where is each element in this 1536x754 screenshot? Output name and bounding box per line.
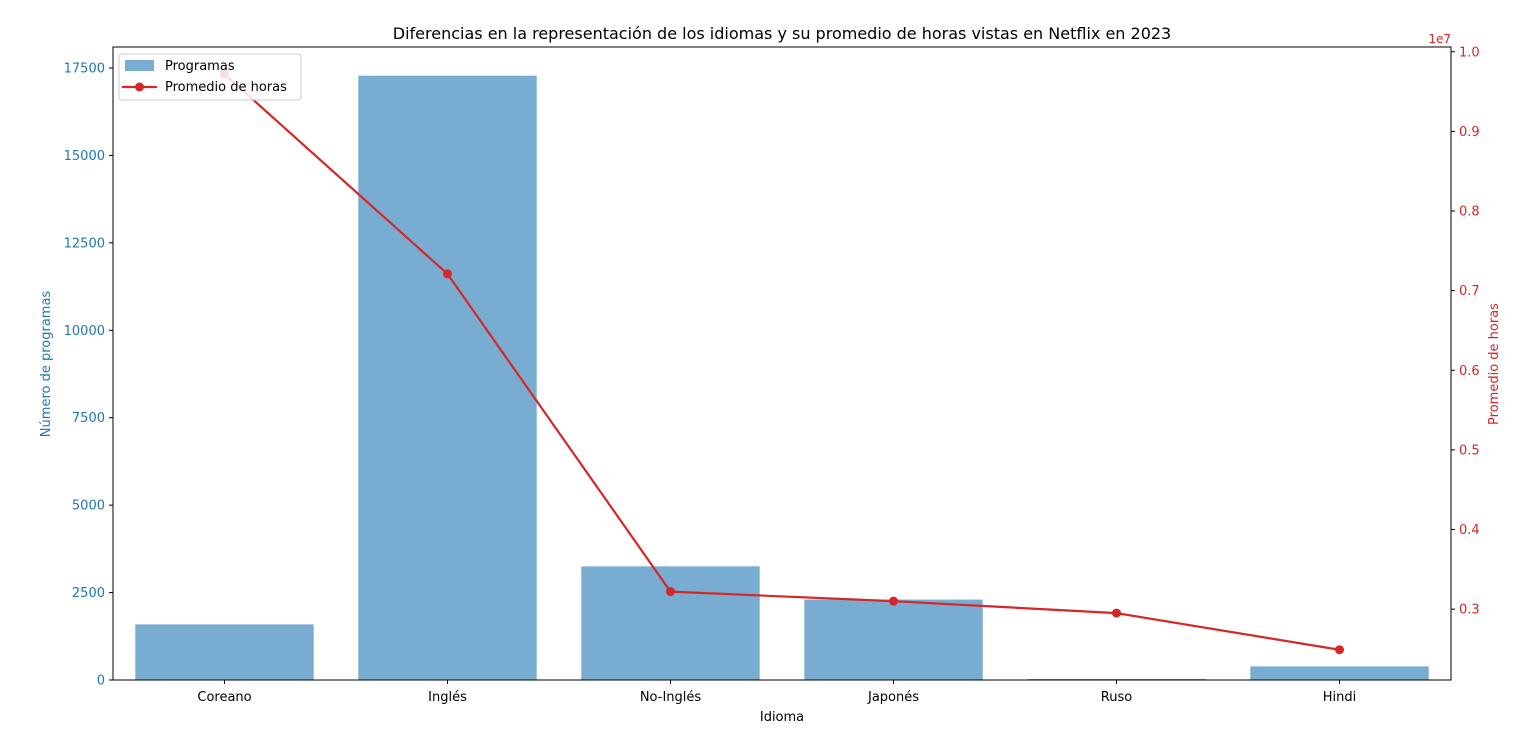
- right-y-tick-label: 1.0: [1459, 45, 1480, 60]
- bar-ruso: [1027, 678, 1206, 680]
- x-tick-label: Coreano: [197, 690, 251, 705]
- x-axis-ticks: Coreano Inglés No-Inglés Japonés Ruso Hindi: [197, 680, 1356, 705]
- point-japonés: [889, 596, 898, 606]
- right-y-tick-label: 0.6: [1459, 364, 1480, 379]
- right-axis-offset-label: 1e7: [1428, 32, 1451, 46]
- legend-label-promedio-de-horas: Promedio de horas: [165, 80, 287, 95]
- legend-line-marker: [135, 82, 144, 92]
- line-promedio-de-horas: [223, 73, 1340, 651]
- point-no-inglés: [666, 587, 675, 597]
- left-y-axis-label: Número de programas: [39, 291, 54, 438]
- left-y-tick-label: 15000: [64, 149, 105, 164]
- right-y-tick-label: 0.4: [1459, 523, 1480, 538]
- right-y-axis-label: Promedio de horas: [1487, 303, 1502, 425]
- x-tick-label: Japonés: [867, 690, 919, 705]
- bar-series-programas: [135, 75, 1429, 680]
- right-y-tick-label: 0.3: [1459, 603, 1480, 618]
- point-ruso: [1112, 608, 1121, 618]
- x-axis-label: Idioma: [760, 710, 804, 725]
- bar-coreano: [135, 624, 314, 680]
- right-y-tick-label: 0.9: [1459, 125, 1480, 140]
- right-y-tick-label: 0.5: [1459, 443, 1480, 458]
- left-y-axis-ticks: 0 2500 5000 7500 10000 12500 15000 17500: [64, 61, 113, 689]
- left-y-tick-label: 17500: [64, 61, 105, 76]
- bar-no-inglés: [581, 566, 760, 680]
- left-y-tick-label: 5000: [72, 499, 105, 514]
- right-y-tick-label: 0.8: [1459, 205, 1480, 220]
- legend-label-programas: Programas: [165, 59, 235, 74]
- x-tick-label: Ruso: [1101, 690, 1132, 705]
- right-y-tick-label: 0.7: [1459, 284, 1480, 299]
- left-y-tick-label: 7500: [72, 411, 105, 426]
- left-y-tick-label: 2500: [72, 586, 105, 601]
- x-tick-label: Hindi: [1323, 690, 1357, 705]
- legend: Programas Promedio de horas: [118, 53, 302, 101]
- bar-hindi: [1250, 666, 1429, 680]
- left-y-tick-label: 12500: [64, 236, 105, 251]
- bar-japonés: [804, 599, 983, 680]
- x-tick-label: No-Inglés: [640, 690, 702, 705]
- point-hindi: [1335, 645, 1344, 655]
- bar-inglés: [358, 75, 537, 680]
- left-y-tick-label: 10000: [64, 324, 105, 339]
- legend-bar-swatch: [125, 60, 154, 71]
- x-tick-label: Inglés: [428, 690, 467, 705]
- point-inglés: [443, 269, 452, 279]
- chart-title: Diferencias en la representación de los …: [393, 24, 1171, 43]
- legend-box: [118, 53, 302, 101]
- right-y-axis-ticks: 0.3 0.4 0.5 0.6 0.7 0.8 0.9 1.0: [1451, 45, 1480, 618]
- plot-frame: [112, 46, 1452, 681]
- left-y-tick-label: 0: [97, 674, 105, 689]
